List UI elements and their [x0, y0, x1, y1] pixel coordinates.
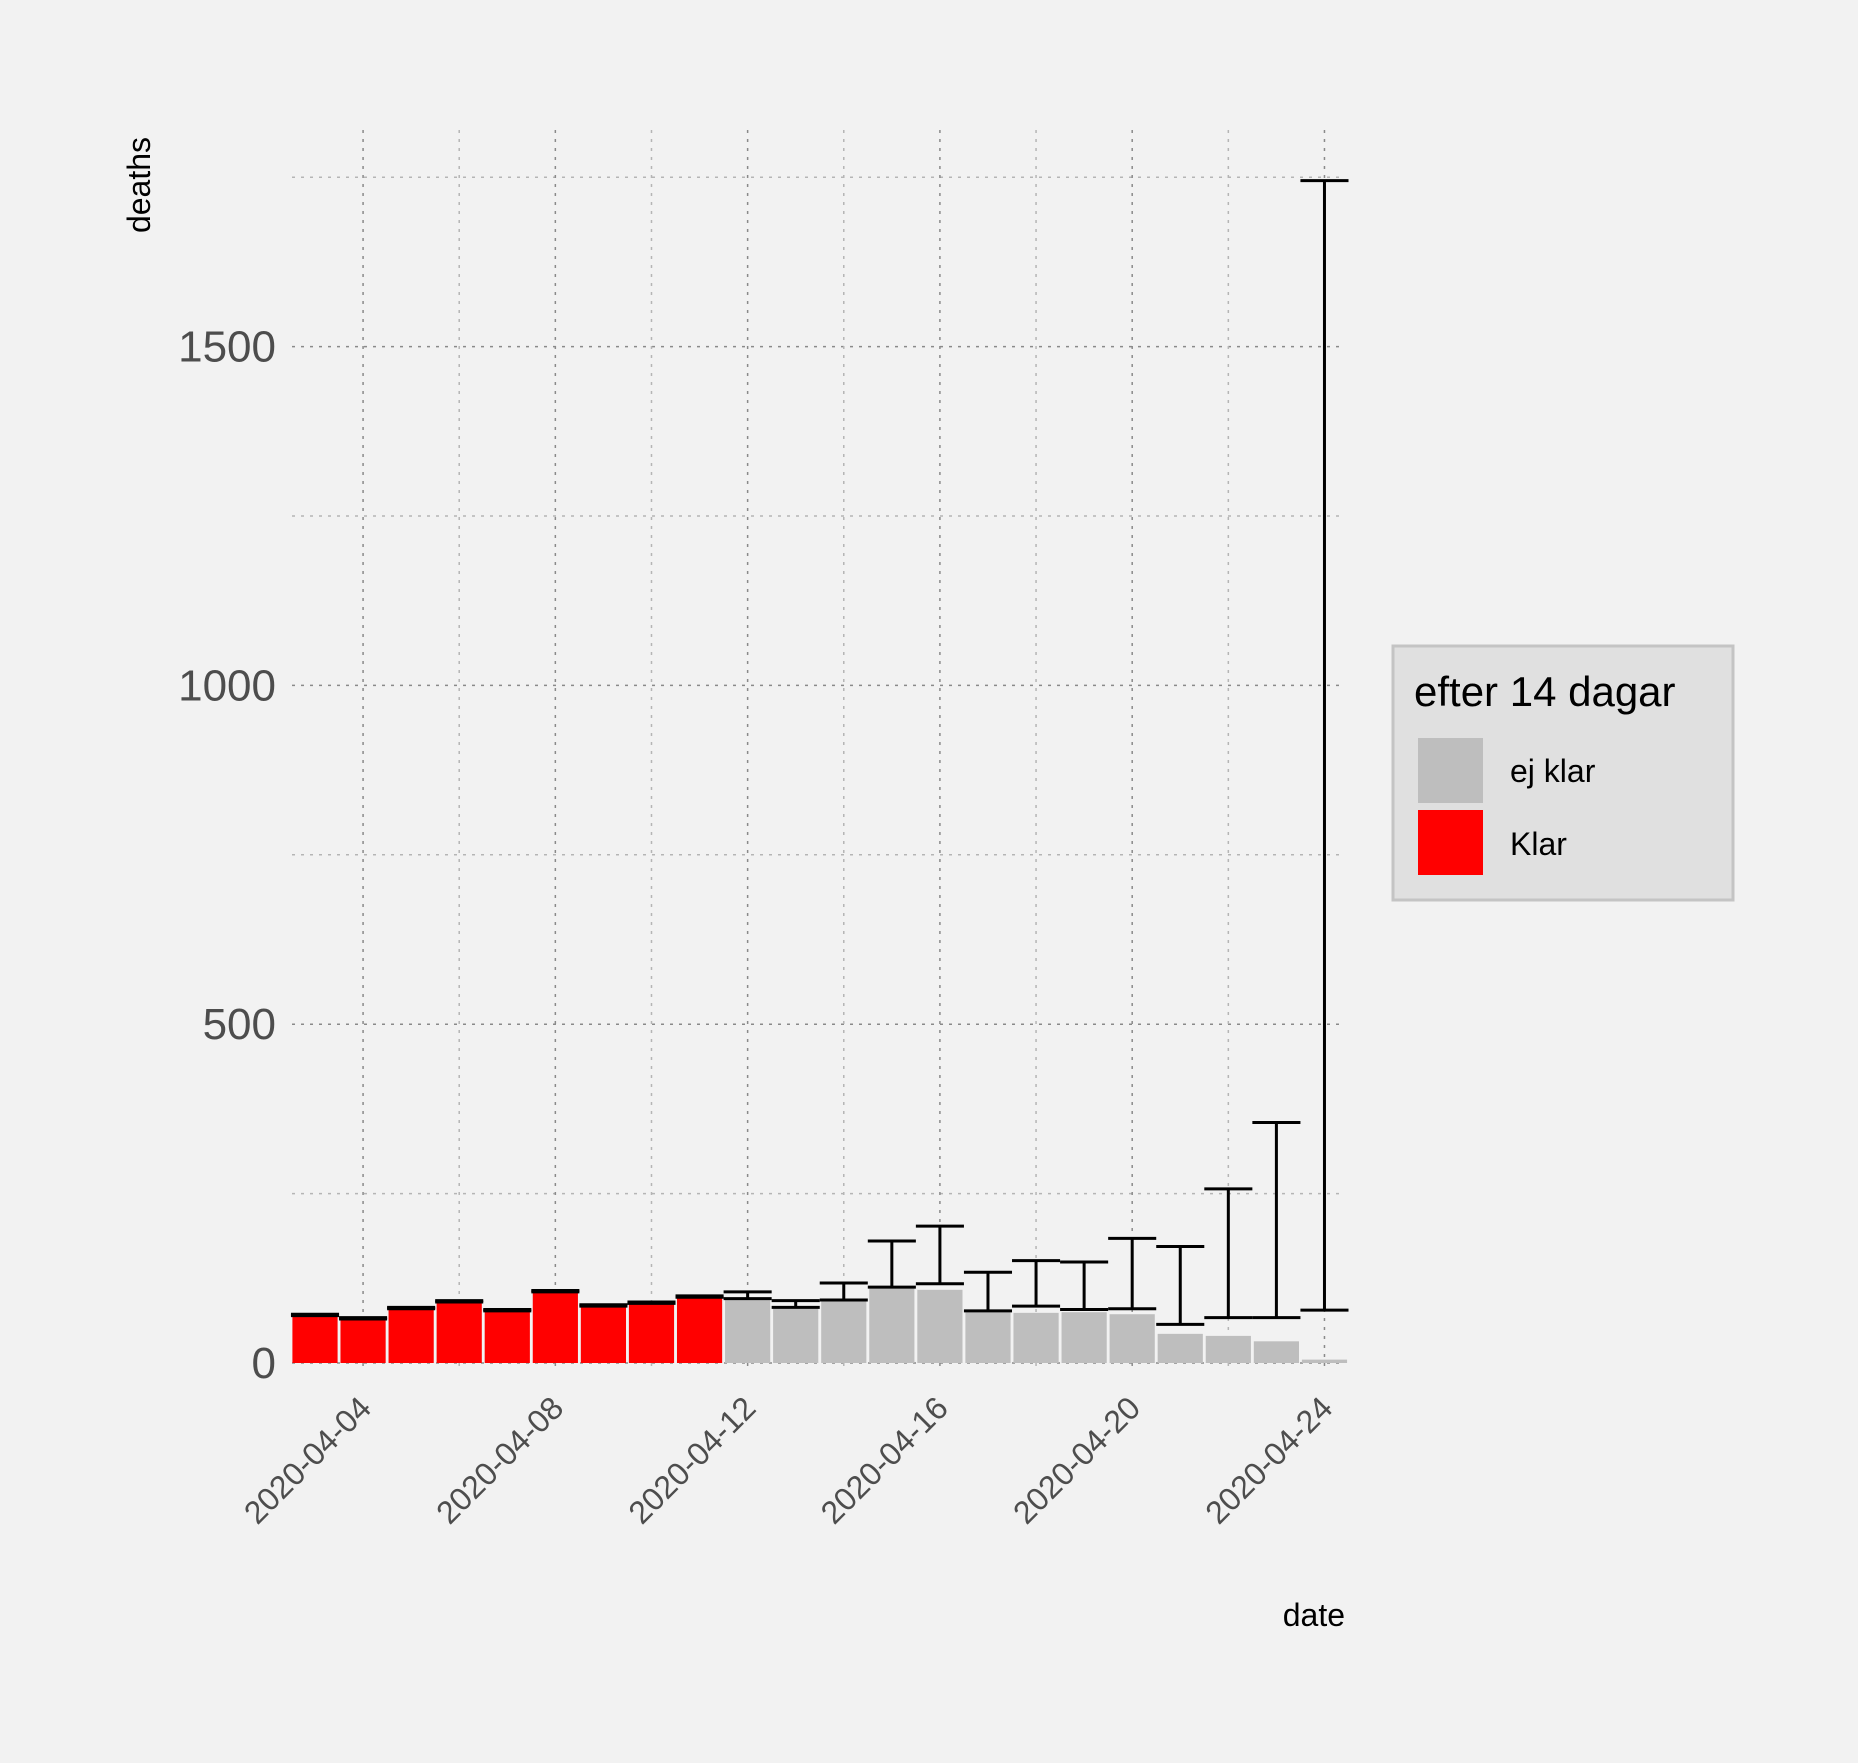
bar-2020-04-15 [869, 1288, 915, 1363]
bar-2020-04-08 [532, 1291, 578, 1363]
bar-2020-04-13 [773, 1308, 819, 1363]
bar-2020-04-16 [917, 1289, 963, 1363]
errorbar-2020-04-23 [1252, 1120, 1301, 1320]
errorbar-2020-04-18 [1012, 1259, 1061, 1308]
errorbar-2020-04-08 [531, 1288, 580, 1294]
bar-2020-04-19 [1061, 1312, 1107, 1363]
bar-2020-04-07 [484, 1310, 530, 1363]
legend: efter 14 dagar ej klar Klar [1391, 644, 1735, 902]
y-axis-label: deaths [121, 137, 157, 233]
bar-2020-04-22 [1205, 1335, 1251, 1363]
bar-2020-04-04 [340, 1318, 386, 1363]
legend-label-ej-klar: ej klar [1510, 753, 1596, 789]
errorbar-2020-04-19 [1060, 1260, 1109, 1311]
errorbar-2020-04-22 [1204, 1187, 1253, 1320]
bar-2020-04-21 [1157, 1333, 1203, 1363]
bar-2020-04-10 [628, 1303, 675, 1363]
errorbar-2020-04-14 [819, 1281, 868, 1302]
errorbar-2020-04-04 [339, 1316, 388, 1321]
bar-2020-04-11 [676, 1297, 723, 1363]
errorbar-2020-04-16 [915, 1224, 964, 1286]
errorbar-2020-04-24 [1300, 179, 1349, 1312]
errorbar-2020-04-12 [723, 1290, 772, 1301]
bar-2020-04-17 [965, 1312, 1011, 1363]
bar-2020-04-03 [292, 1315, 338, 1363]
errorbar-2020-04-13 [771, 1299, 820, 1309]
y-tick-label: 0 [252, 1339, 276, 1388]
bar-2020-04-23 [1253, 1341, 1299, 1363]
bar-2020-04-20 [1109, 1314, 1155, 1363]
errorbar-layer [290, 179, 1349, 1326]
errorbar-2020-04-20 [1108, 1236, 1157, 1311]
errorbar-2020-04-11 [675, 1294, 724, 1299]
y-tick-label: 1500 [178, 323, 276, 372]
bar-2020-04-18 [1013, 1312, 1059, 1363]
x-axis-label: date [1283, 1597, 1345, 1633]
errorbar-2020-04-10 [627, 1300, 676, 1305]
bar-2020-04-09 [580, 1306, 627, 1363]
bar-2020-04-06 [436, 1302, 482, 1363]
errorbar-2020-04-17 [963, 1270, 1013, 1313]
legend-label-klar: Klar [1510, 826, 1567, 862]
bar-2020-04-14 [821, 1300, 867, 1363]
legend-title: efter 14 dagar [1414, 668, 1676, 715]
errorbar-2020-04-21 [1156, 1244, 1205, 1326]
errorbar-2020-04-06 [435, 1299, 484, 1304]
y-tick-label: 1000 [178, 661, 276, 710]
legend-key-ej-klar [1418, 738, 1483, 803]
bar-2020-04-05 [388, 1308, 434, 1363]
errorbar-2020-04-03 [290, 1312, 340, 1318]
errorbar-2020-04-15 [867, 1239, 916, 1289]
bar-layer [292, 1288, 1348, 1363]
bar-2020-04-24 [1301, 1359, 1348, 1363]
legend-key-klar [1418, 810, 1483, 875]
y-tick-label: 500 [203, 1000, 276, 1049]
bar-2020-04-12 [725, 1298, 771, 1363]
grid-layer [292, 130, 1342, 1372]
errorbar-2020-04-07 [483, 1307, 532, 1313]
errorbar-2020-04-05 [387, 1305, 436, 1311]
errorbar-2020-04-09 [579, 1303, 628, 1308]
